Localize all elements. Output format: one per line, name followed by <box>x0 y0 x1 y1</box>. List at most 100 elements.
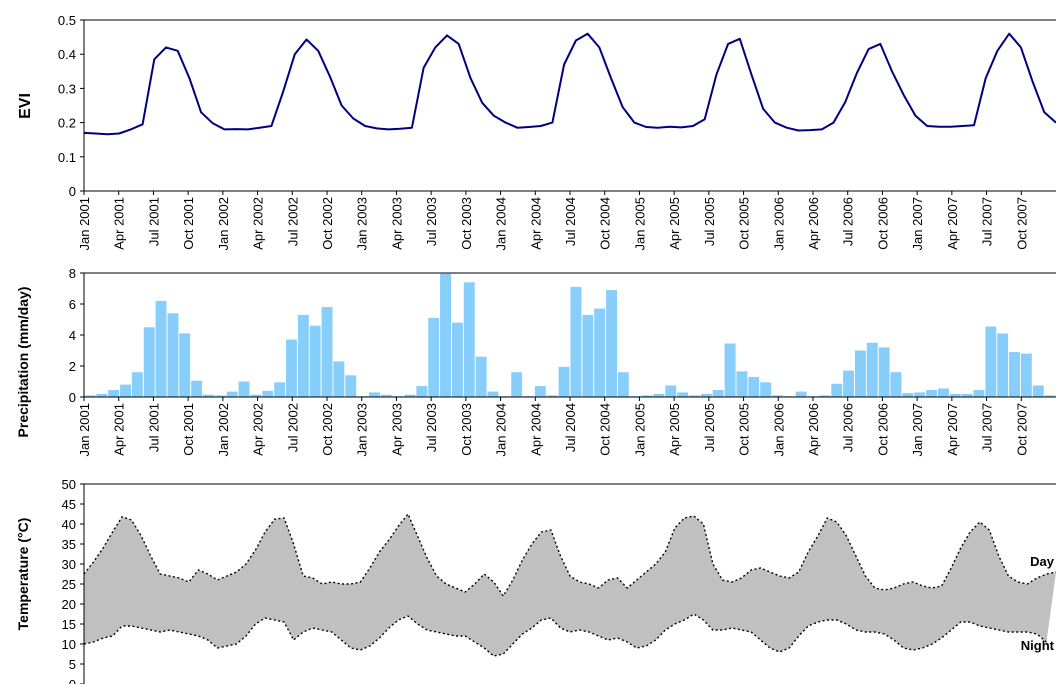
x-tick-label: Apr 2002 <box>251 197 266 250</box>
precipitation-bar <box>961 393 973 397</box>
precipitation-bar <box>534 386 546 397</box>
x-tick-label: Oct 2002 <box>320 197 335 250</box>
precipitation-bar <box>1044 395 1056 397</box>
y-tick-label: 4 <box>69 328 76 343</box>
temperature-y-axis-label: Temperature (°C) <box>15 518 31 631</box>
y-tick-label: 5 <box>69 657 76 672</box>
precipitation-bar <box>914 392 926 397</box>
x-tick-label: Apr 2007 <box>945 403 960 456</box>
precipitation-bar <box>819 395 831 397</box>
precipitation-bar <box>594 308 606 397</box>
precipitation-bar <box>878 347 890 397</box>
x-tick-label: Apr 2004 <box>528 403 543 456</box>
precipitation-bar <box>665 385 677 397</box>
precipitation-bar <box>724 343 736 397</box>
y-tick-label: 0.3 <box>58 81 76 96</box>
x-tick-label: Apr 2005 <box>667 197 682 250</box>
precipitation-bar <box>926 390 937 397</box>
x-tick-label: Oct 2003 <box>459 403 474 456</box>
precipitation-bar <box>1020 353 1032 397</box>
x-tick-label: Apr 2001 <box>112 403 127 456</box>
precipitation-bar <box>677 392 689 397</box>
precipitation-bar <box>440 273 451 397</box>
precipitation-bar <box>949 393 961 397</box>
precipitation-bar <box>712 390 724 397</box>
x-tick-label: Jan 2004 <box>494 197 509 251</box>
temperature-range-area <box>84 514 1056 656</box>
precipitation-bar <box>475 356 487 397</box>
x-tick-label: Apr 2006 <box>806 197 821 250</box>
x-tick-label: Oct 2003 <box>459 197 474 250</box>
y-tick-label: 20 <box>62 597 76 612</box>
x-tick-label: Apr 2007 <box>945 197 960 250</box>
x-tick-label: Jul 2001 <box>146 197 161 246</box>
x-tick-label: Jan 2003 <box>355 197 370 251</box>
precipitation-bar <box>238 381 250 397</box>
x-tick-label: Jan 2001 <box>77 197 92 251</box>
y-tick-label: 0.4 <box>58 47 76 62</box>
night-series-label: Night <box>1021 638 1055 653</box>
precipitation-bar <box>143 327 155 398</box>
precipitation-bar <box>274 382 286 397</box>
precipitation-y-ticks: 0 2 4 6 8 <box>69 266 84 405</box>
precipitation-bar <box>760 382 772 397</box>
temperature-panel: 0 5 10 15 20 25 30 35 40 45 50 Day Night Temperatu… <box>15 477 1056 684</box>
x-tick-label: Jan 2002 <box>216 197 231 251</box>
y-tick-label: 50 <box>62 477 76 492</box>
precipitation-bar <box>155 300 167 397</box>
evi-series-line <box>83 32 1056 136</box>
precipitation-bar <box>416 386 428 397</box>
precipitation-bar <box>203 394 214 397</box>
y-tick-label: 25 <box>62 577 76 592</box>
y-tick-label: 0 <box>69 390 76 405</box>
precipitation-bar <box>167 313 179 397</box>
y-tick-label: 40 <box>62 517 76 532</box>
x-tick-label: Jul 2001 <box>146 403 161 452</box>
precipitation-bar <box>309 325 321 397</box>
precipitation-bar <box>973 390 985 397</box>
precipitation-bar <box>487 391 499 397</box>
precipitation-bar <box>831 383 843 397</box>
x-tick-label: Jul 2005 <box>702 403 717 452</box>
precipitation-bar <box>120 384 131 397</box>
precipitation-bar <box>321 307 333 397</box>
y-tick-label: 2 <box>69 359 76 374</box>
y-tick-label: 0 <box>69 677 76 684</box>
precipitation-bar <box>404 394 416 397</box>
x-tick-label: Oct 2006 <box>875 403 890 456</box>
precipitation-bar <box>428 317 440 397</box>
day-series-label: Day <box>1030 554 1055 569</box>
precipitation-bar <box>345 375 357 397</box>
precipitation-bar <box>700 393 712 397</box>
precipitation-bar <box>582 314 594 397</box>
x-tick-label: Jan 2001 <box>77 403 92 457</box>
precipitation-bar <box>843 370 854 397</box>
precipitation-bar <box>463 282 475 397</box>
x-tick-label: Oct 2004 <box>598 403 613 456</box>
x-tick-label: Jul 2007 <box>980 403 995 452</box>
precipitation-bar <box>795 391 807 397</box>
precipitation-bar <box>606 290 617 398</box>
y-tick-label: 15 <box>62 617 76 632</box>
x-tick-label: Jul 2006 <box>841 197 856 246</box>
x-tick-label: Jul 2002 <box>285 403 300 452</box>
precipitation-bar <box>890 372 902 397</box>
y-tick-label: 0.5 <box>58 13 76 28</box>
precipitation-x-ticks: Jan 2001 Apr 2001 Jul 2001 Oct 2001 Jan 2002… <box>77 397 1029 457</box>
precipitation-bar <box>855 350 866 397</box>
y-tick-label: 6 <box>69 297 76 312</box>
x-tick-label: Jan 2006 <box>771 197 786 251</box>
x-tick-label: Jul 2005 <box>702 197 717 246</box>
precipitation-bar <box>866 342 878 398</box>
precipitation-bar <box>617 372 629 397</box>
x-tick-label: Apr 2003 <box>389 197 404 250</box>
x-tick-label: Jan 2003 <box>355 403 370 457</box>
x-tick-label: Oct 2005 <box>737 403 752 456</box>
precipitation-bar <box>689 395 700 397</box>
x-tick-label: Oct 2004 <box>598 197 613 250</box>
precipitation-bar <box>641 395 653 397</box>
precipitation-bar <box>1009 352 1020 397</box>
y-tick-label: 0.1 <box>58 150 76 165</box>
evi-y-ticks: 0 0.1 0.2 0.3 0.4 0.5 <box>58 13 84 199</box>
